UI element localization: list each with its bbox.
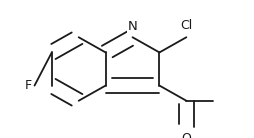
Text: Cl: Cl [180, 19, 193, 32]
Text: F: F [25, 79, 32, 92]
Text: O: O [181, 132, 191, 138]
Text: N: N [128, 20, 137, 33]
